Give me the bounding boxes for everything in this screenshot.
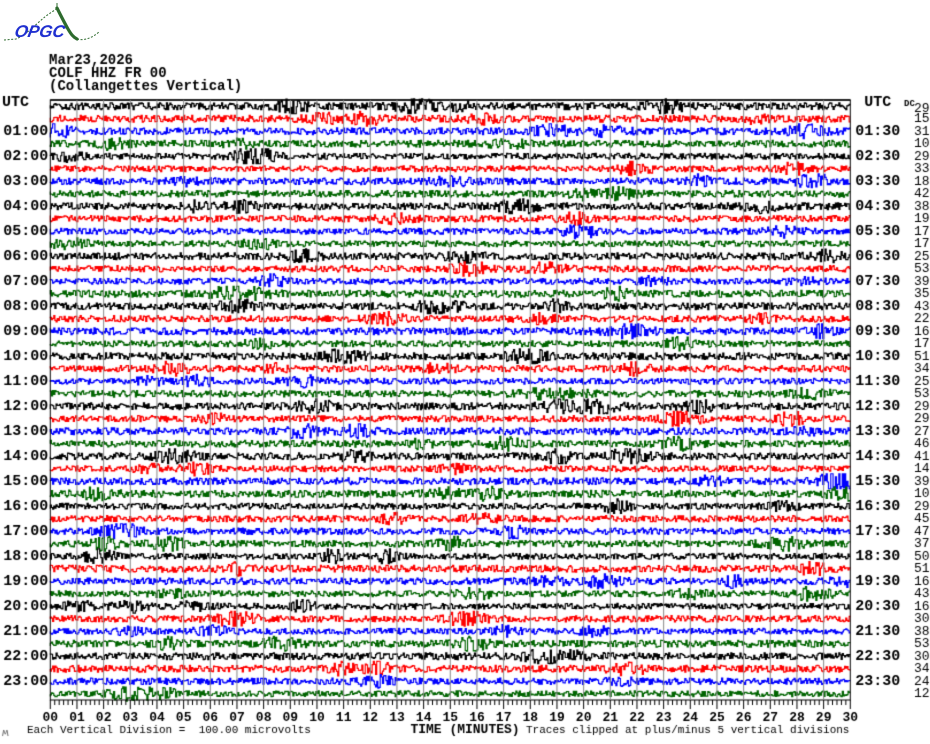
svg-text:OPGC: OPGC [13, 21, 67, 41]
